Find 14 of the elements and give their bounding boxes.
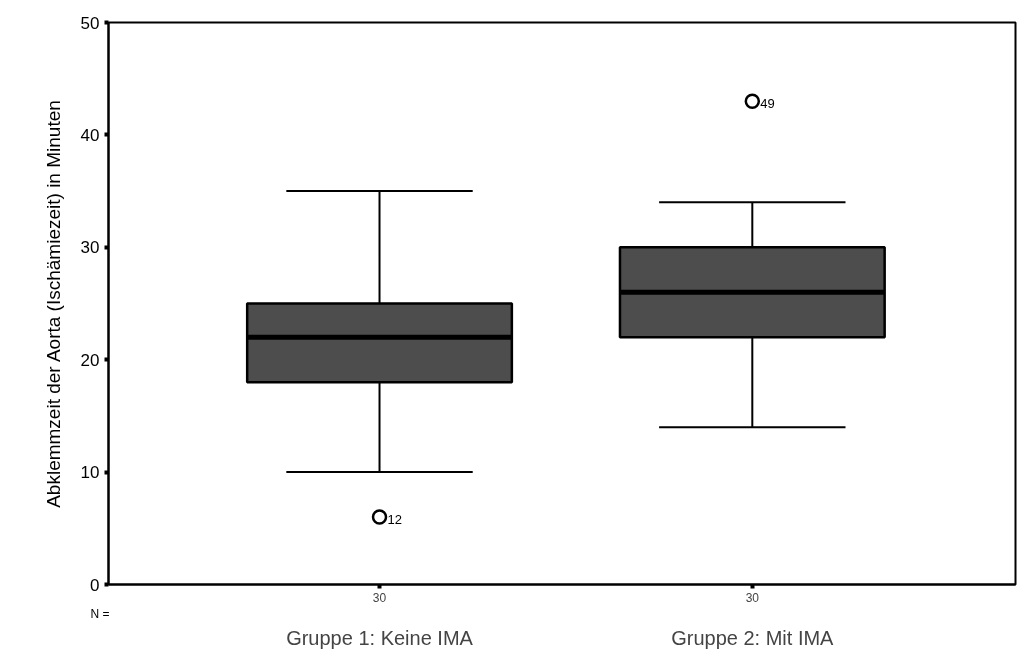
text: 30 — [745, 590, 760, 605]
y-tick-label: 0 — [90, 575, 100, 595]
text: 30 — [372, 590, 387, 605]
y-tick-label: 30 — [80, 238, 100, 258]
y-tick-label: 50 — [80, 13, 100, 33]
annotation: 49 — [760, 96, 775, 112]
y-tick-label: 40 — [80, 125, 100, 145]
text: N = — [90, 606, 110, 621]
x-tick-label: Gruppe 2: Mit IMA — [671, 626, 835, 649]
y-tick-label: 10 — [80, 463, 100, 483]
y-tick-label: 20 — [80, 350, 100, 370]
y-axis-title: Abklemmzeit der Aorta (Ischämiezeit) in Minuten — [42, 100, 64, 508]
x-tick-label: Gruppe 1: Keine IMA — [286, 626, 474, 649]
annotation: 12 — [387, 512, 402, 528]
